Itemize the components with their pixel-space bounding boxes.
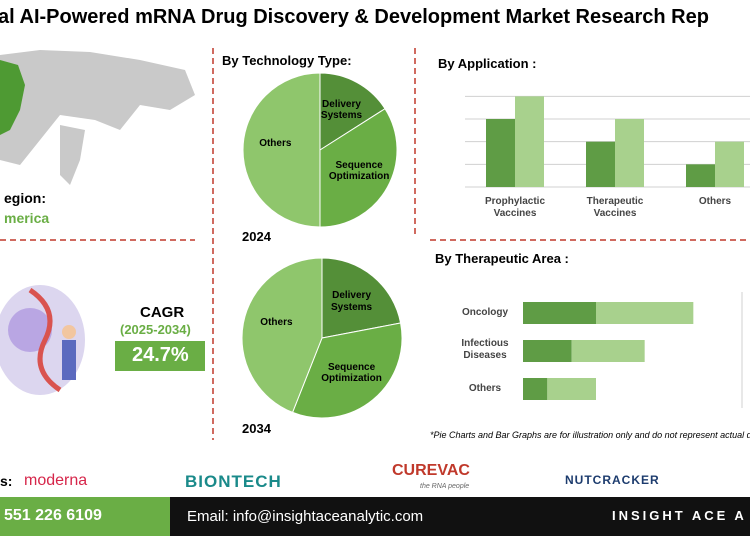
slice-label: Sequence Optimization	[328, 159, 390, 183]
illustration	[0, 285, 85, 395]
y-tick-label: Infectious Diseases	[461, 338, 509, 361]
bar	[523, 302, 596, 324]
bar	[523, 340, 572, 362]
slice-label: Others	[259, 138, 292, 149]
bar	[615, 119, 644, 187]
pie-year: 2024	[242, 229, 271, 244]
cagr-label: CAGR	[140, 304, 185, 321]
slice-label: Delivery Systems	[330, 290, 373, 313]
bar	[547, 378, 596, 400]
logo: NUTCRACKER	[565, 473, 660, 487]
partners-label: s:	[0, 473, 13, 489]
logo: BIONTECH	[185, 472, 282, 491]
phone-box	[0, 497, 170, 536]
cagr-box	[115, 341, 205, 371]
bar	[571, 340, 645, 362]
y-tick-label: Others	[468, 383, 502, 394]
logo: CUREVAC	[392, 462, 470, 479]
x-tick-label: Prophylactic Vaccines	[484, 196, 546, 219]
bar	[523, 378, 548, 400]
logo-tagline: the RNA people	[420, 483, 470, 490]
cagr-value: 24.7%	[132, 344, 189, 366]
note: *Pie Charts and Bar Graphs are for illus…	[430, 430, 750, 440]
section-title: By Application :	[438, 56, 537, 71]
bar	[586, 141, 615, 187]
region-label: egion:	[4, 190, 46, 206]
section-title: By Therapeutic Area :	[435, 251, 569, 266]
pie-slice	[291, 322, 403, 419]
pie-slice	[319, 108, 398, 228]
y-tick-label: Oncology	[461, 307, 509, 318]
dividers	[0, 48, 750, 440]
x-tick-label: Others	[698, 196, 732, 207]
title: al AI-Powered mRNA Drug Discovery & Deve…	[0, 6, 709, 28]
pie-slice	[241, 257, 323, 414]
logo: moderna	[24, 472, 88, 489]
email: Email: info@insightaceanalytic.com	[187, 508, 424, 525]
region-value: merica	[4, 210, 50, 226]
pie-slice	[321, 257, 402, 339]
cagr-period: (2025-2034)	[120, 322, 191, 337]
brand: INSIGHT ACE A	[612, 508, 747, 523]
pie-year: 2034	[242, 421, 271, 436]
section-title: By Technology Type:	[222, 53, 352, 68]
pie-slice	[319, 72, 386, 151]
slice-label: Sequence Optimization	[321, 361, 382, 385]
x-tick-label: Therapeutic Vaccines	[586, 196, 644, 219]
slice-label: Others	[260, 317, 293, 329]
slice-label: Delivery Systems	[320, 98, 363, 122]
bar	[486, 119, 515, 187]
world-map	[0, 50, 195, 185]
bar	[515, 96, 544, 187]
bar	[596, 302, 694, 324]
bar	[715, 141, 744, 187]
phone: 551 226 6109	[4, 507, 102, 524]
pie-slice	[242, 72, 321, 228]
bar	[686, 164, 715, 187]
